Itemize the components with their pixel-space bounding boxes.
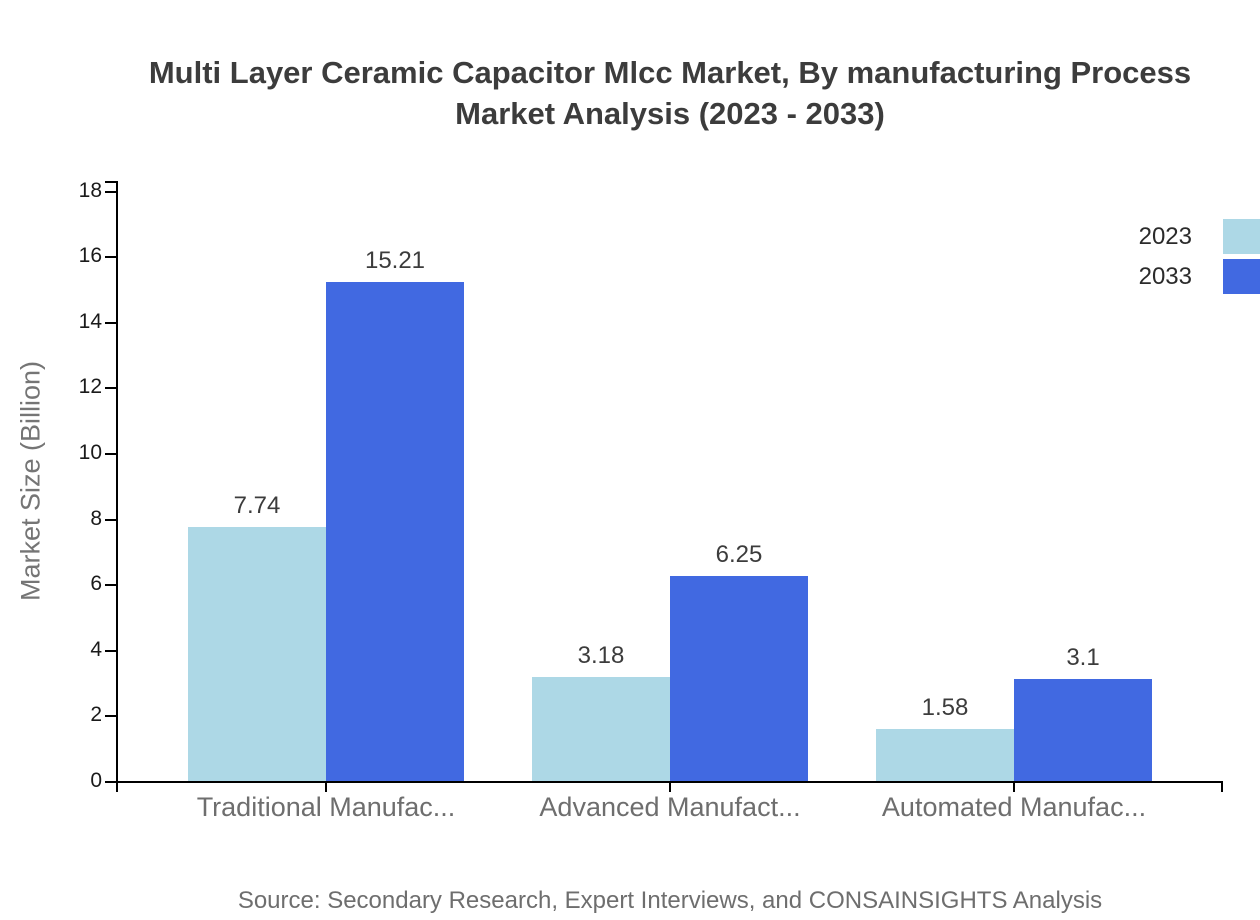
x-tick	[116, 783, 118, 792]
chart-title-line-1: Multi Layer Ceramic Capacitor Mlcc Marke…	[148, 55, 1192, 90]
y-tick-label: 4	[90, 638, 102, 661]
y-tick	[105, 519, 117, 521]
legend-item-2033: 2033	[1139, 259, 1260, 294]
y-tick-label: 12	[78, 375, 102, 398]
y-tick-label: 8	[90, 507, 102, 530]
category-label-2: Automated Manufac...	[881, 792, 1147, 822]
legend-swatch-2023	[1223, 219, 1260, 254]
x-tick	[669, 783, 671, 792]
y-tick-label: 2	[90, 703, 102, 726]
y-tick-label: 0	[90, 769, 102, 792]
y-tick	[105, 387, 117, 389]
bar-2033-2	[1014, 679, 1152, 781]
legend-swatch-2033	[1223, 259, 1260, 294]
y-tick	[105, 715, 117, 717]
x-tick	[325, 783, 327, 792]
y-tick-label: 14	[78, 310, 102, 333]
chart-title: Multi Layer Ceramic Capacitor Mlcc Marke…	[80, 52, 1260, 134]
value-label-2033-0: 15.21	[364, 247, 426, 274]
legend-label: 2033	[1138, 262, 1192, 290]
legend-item-2023: 2023	[1139, 219, 1260, 254]
y-tick	[105, 191, 117, 193]
legend-label: 2023	[1138, 222, 1192, 250]
y-tick	[105, 781, 117, 783]
x-tick	[1013, 783, 1015, 792]
bar-2023-1	[532, 677, 670, 781]
bar-2023-2	[876, 729, 1014, 781]
bar-2023-0	[188, 527, 326, 781]
y-tick-label: 10	[78, 441, 102, 464]
value-label-2033-1: 6.25	[715, 541, 763, 568]
value-label-2023-1: 3.18	[577, 642, 625, 669]
value-label-2023-2: 1.58	[921, 694, 969, 721]
bar-2033-1	[670, 576, 808, 781]
category-label-1: Advanced Manufact...	[539, 792, 801, 822]
y-tick	[105, 453, 117, 455]
y-axis-endcap-tick	[105, 181, 117, 183]
source-note: Source: Secondary Research, Expert Inter…	[237, 887, 1103, 914]
category-label-0: Traditional Manufac...	[196, 792, 456, 822]
y-tick	[105, 256, 117, 258]
y-tick	[105, 650, 117, 652]
y-axis-line	[116, 181, 118, 791]
x-tick	[1221, 783, 1223, 792]
y-tick-label: 16	[78, 244, 102, 267]
y-tick-label: 18	[78, 179, 102, 202]
legend: 2023 2033	[1139, 219, 1260, 299]
y-tick	[105, 584, 117, 586]
value-label-2033-2: 3.1	[1066, 644, 1100, 671]
value-label-2023-0: 7.74	[233, 492, 281, 519]
bar-2033-0	[326, 282, 464, 781]
x-axis-line	[116, 781, 1223, 783]
y-tick-label: 6	[90, 572, 102, 595]
chart-title-line-2: Market Analysis (2023 - 2033)	[455, 96, 885, 131]
y-tick	[105, 322, 117, 324]
